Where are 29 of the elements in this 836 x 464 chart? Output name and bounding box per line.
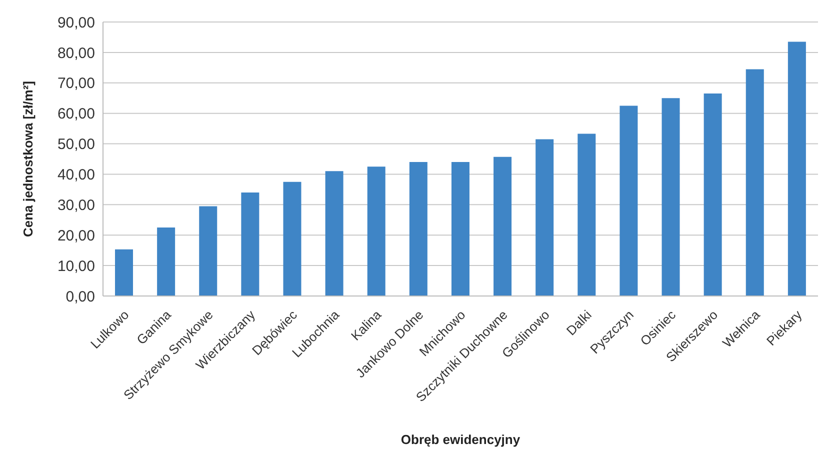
bar <box>746 69 764 296</box>
bar <box>788 42 806 296</box>
bar <box>283 182 302 296</box>
y-tick-label: 70,00 <box>57 75 95 92</box>
y-tick-label: 0,00 <box>66 288 95 306</box>
y-tick-label: 40,00 <box>57 166 95 184</box>
bar <box>241 192 260 296</box>
bar <box>325 171 344 296</box>
bar <box>157 228 176 296</box>
y-tick-label: 90,00 <box>57 14 95 32</box>
bar <box>451 162 470 296</box>
y-tick-label: 20,00 <box>57 227 95 244</box>
bar <box>662 98 680 296</box>
bar <box>367 166 386 296</box>
bar <box>199 206 218 296</box>
bar <box>620 106 638 296</box>
bar <box>409 162 428 296</box>
bar <box>115 249 133 296</box>
y-tick-label: 60,00 <box>57 106 95 123</box>
x-axis-title: Obręb ewidencyjny <box>400 432 521 447</box>
bar <box>704 94 722 296</box>
y-tick-label: 50,00 <box>57 136 95 154</box>
y-tick-label: 80,00 <box>57 44 95 62</box>
y-axis-title: Cena jednostkowa [zł/m²] <box>20 80 36 238</box>
y-tick-label: 30,00 <box>57 196 95 214</box>
bar <box>494 156 512 296</box>
bar <box>578 134 596 296</box>
bar <box>536 139 554 296</box>
y-tick-label: 10,00 <box>57 258 95 275</box>
